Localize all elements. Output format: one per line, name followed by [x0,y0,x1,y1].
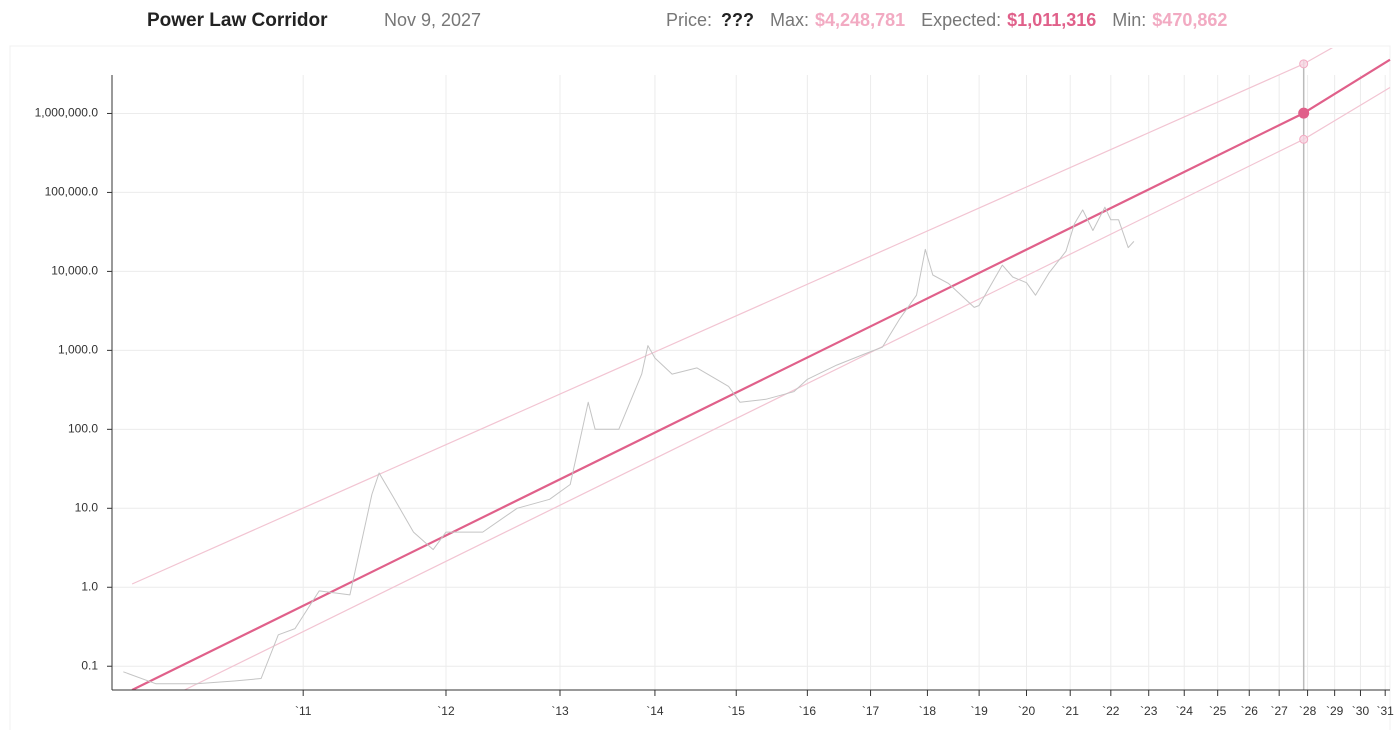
price: ??? [721,10,754,30]
x-tick-label: `21 [1062,704,1080,718]
header-label: Min: [1112,10,1146,30]
x-tick-label: `26 [1241,704,1259,718]
x-tick-label: `17 [862,704,880,718]
y-tick-label: 10.0 [75,500,99,514]
series-line [123,206,1135,685]
x-tick-label: `19 [970,704,988,718]
marker-dot [1299,59,1309,69]
header-value: $1,011,316 [1007,10,1096,30]
header-value: $4,248,781 [815,10,905,30]
y-tick-label: 1,000,000.0 [35,106,99,120]
price-label: Price: [666,10,712,30]
x-tick-label: `23 [1140,704,1158,718]
plot-area [123,48,1391,690]
y-tick-label: 0.1 [81,658,98,672]
header-label: Expected: [921,10,1001,30]
x-tick-label: `31 [1377,704,1395,718]
marker-dot [1298,107,1310,119]
y-tick-label: 1,000.0 [58,343,98,357]
x-tick-label: `25 [1209,704,1227,718]
grid [112,75,1390,690]
x-tick-label: `14 [646,704,664,718]
x-tick-label: `12 [437,704,455,718]
x-tick-label: `13 [551,704,569,718]
axes: 0.1 1.0 10.0 100.0 1,000.0 10,000.0 100,000.0 1… [35,75,1395,718]
chart-title: Power Law Corridor [147,10,328,31]
y-tick-label: 100.0 [68,422,98,436]
x-tick-label: `22 [1102,704,1120,718]
header-values: Max: $4,248,781 Expected: $1,011,316 Min: $47… [770,10,1227,30]
x-tick-label: `28 [1299,704,1317,718]
marker-dot [1299,134,1309,144]
x-tick-label: `16 [799,704,817,718]
date: Nov 9, 2027 [384,10,481,30]
y-tick-label: 1.0 [81,579,98,593]
x-tick-label: `27 [1270,704,1288,718]
x-tick-label: `20 [1018,704,1036,718]
header-value: $470,862 [1152,10,1227,30]
x-tick-label: `11 [295,704,312,718]
x-tick-label: `29 [1326,704,1344,718]
x-tick-label: `24 [1176,704,1194,718]
y-tick-label: 100,000.0 [45,185,99,199]
y-tick-label: 10,000.0 [51,264,98,278]
x-tick-label: `15 [728,704,746,718]
card [9,45,1391,730]
x-tick-label: `18 [919,704,937,718]
x-tick-label: `30 [1352,704,1370,718]
header-label: Max: [770,10,809,30]
